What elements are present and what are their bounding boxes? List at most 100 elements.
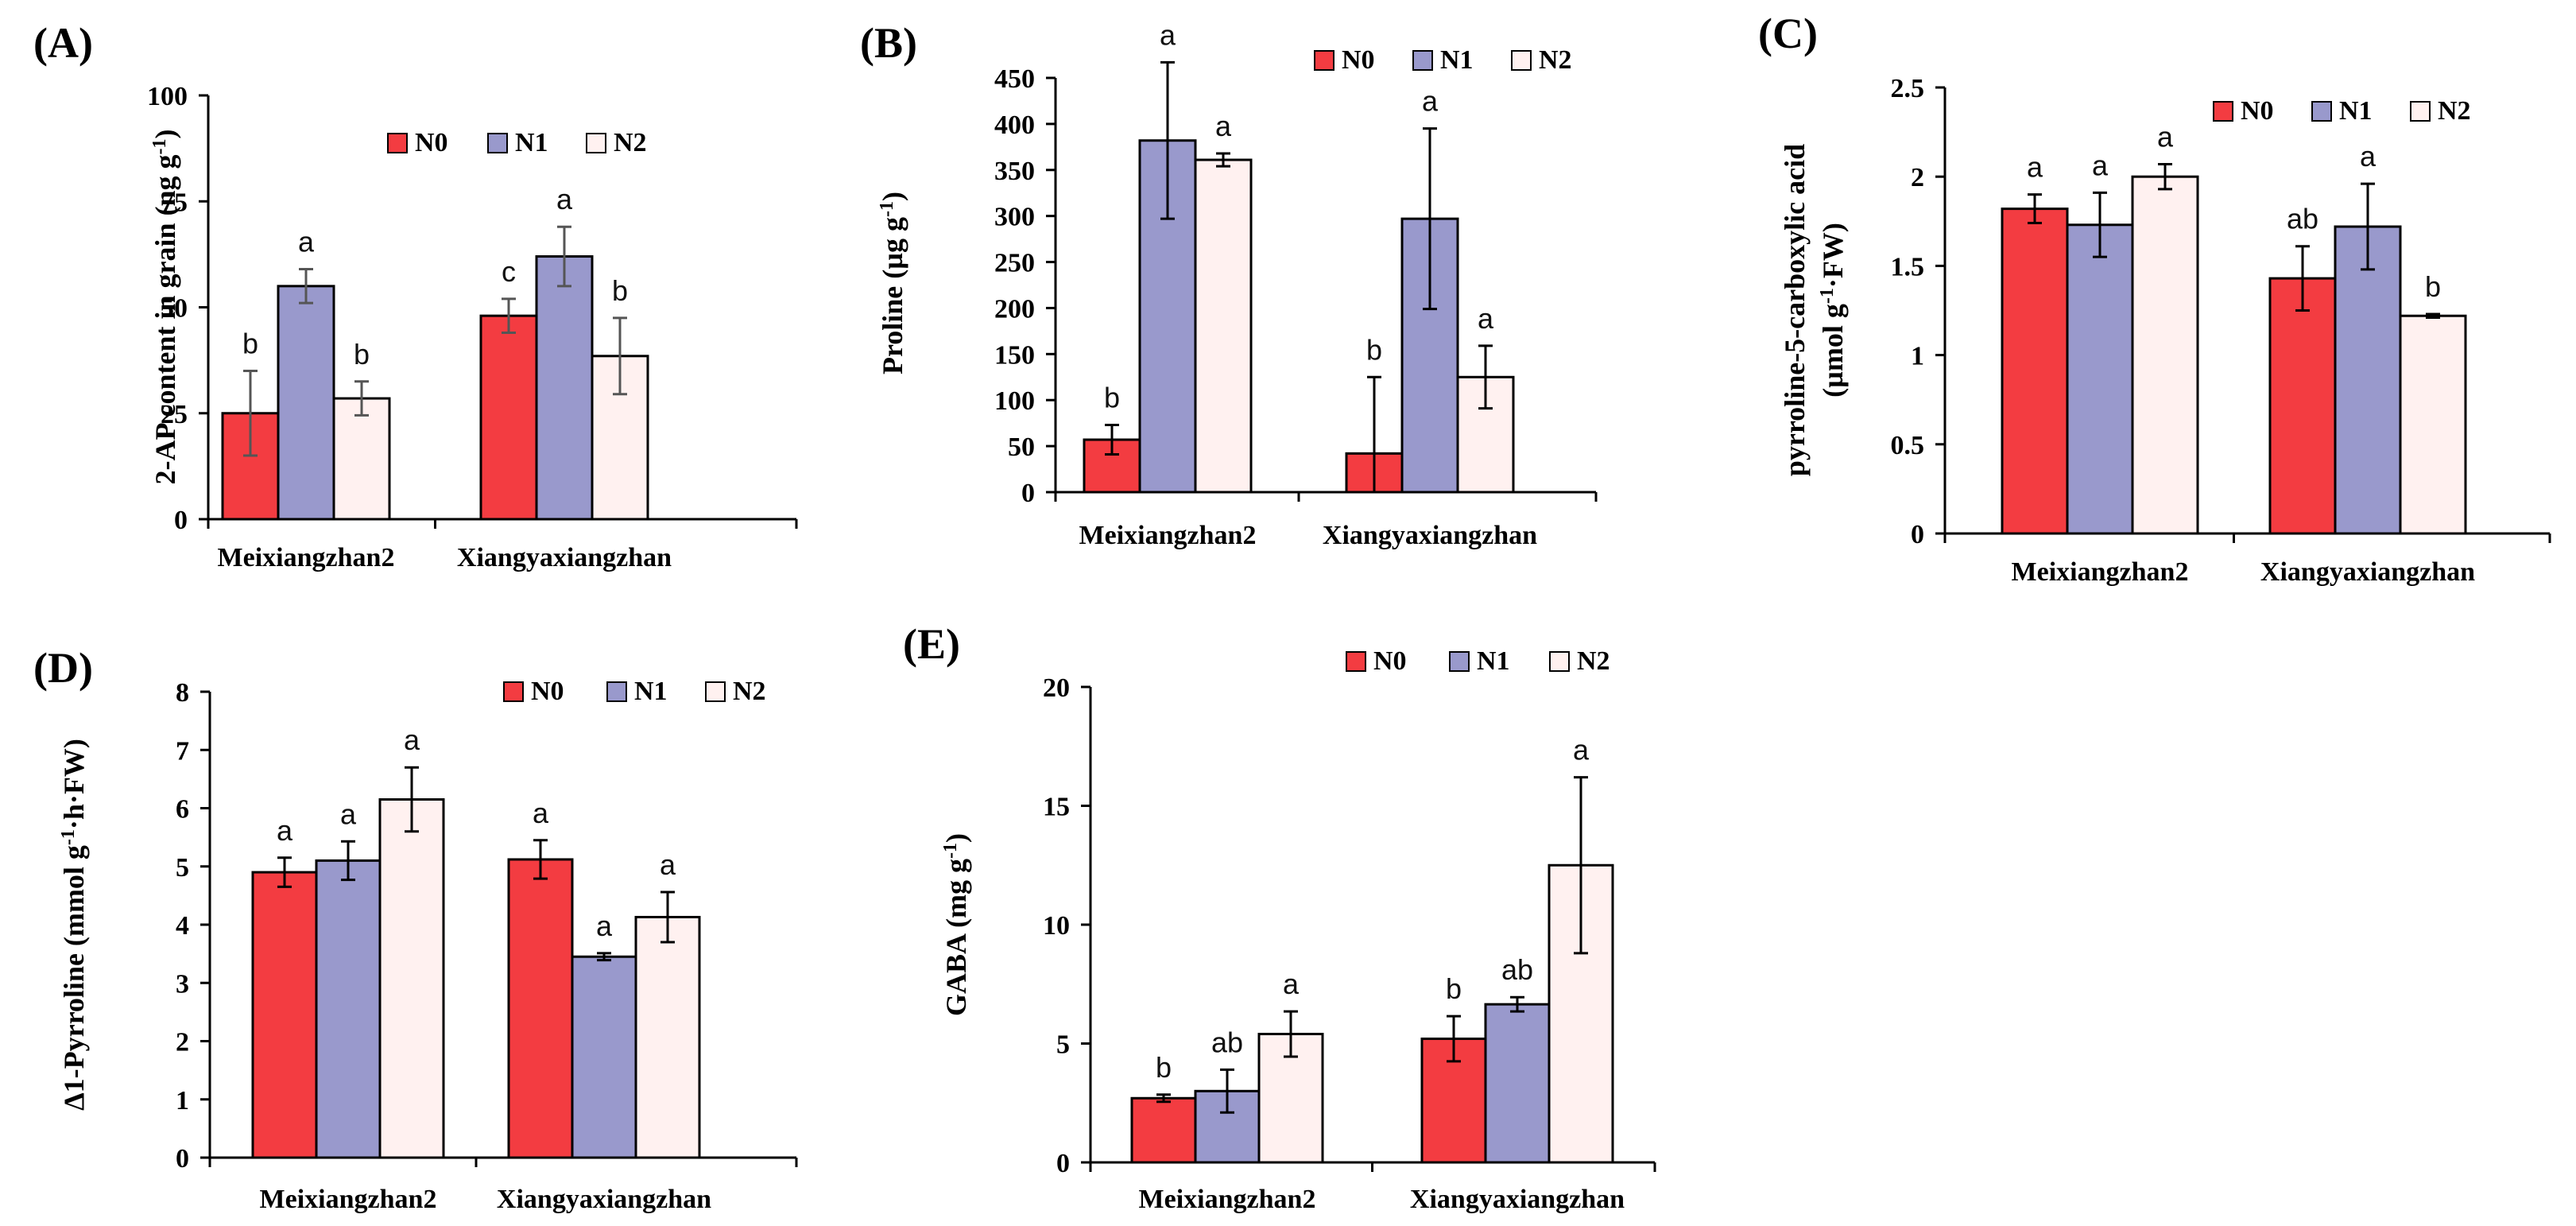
chart-panel-e: (E) 0 5 10 15 20 Meixiangzhan2 Xiangyaxiangzhan…	[903, 620, 1656, 1214]
y-tick-label: 7	[176, 736, 189, 766]
error-bar	[2028, 193, 2042, 225]
x-category-label: Xiangyaxiangzhan	[2260, 557, 2475, 587]
y-tick-label: 1.5	[1891, 252, 1925, 281]
bar-n0-meixiangzhan2[interactable]	[1130, 1096, 1197, 1164]
bar-n2-meixiangzhan2[interactable]	[378, 798, 445, 1159]
significance-letter: b	[1156, 1051, 1172, 1084]
legend-label-n0: N0	[531, 677, 564, 706]
y-axis-title: GABA (mg g-1)	[940, 833, 972, 1016]
panel-label: (B)	[860, 19, 917, 67]
bar-n2-meixiangzhan2[interactable]	[332, 397, 391, 521]
y-tick-label: 4	[176, 911, 189, 941]
y-tick-label: 150	[994, 340, 1035, 370]
error-bar	[299, 268, 313, 305]
error-bar	[533, 839, 548, 880]
bar-n1-meixiangzhan2[interactable]	[2066, 223, 2134, 535]
bar-n2-meixiangzhan2[interactable]	[1194, 158, 1253, 494]
panel-label: (E)	[903, 620, 960, 668]
bar-n0-meixiangzhan2[interactable]	[251, 871, 318, 1159]
error-bar	[1510, 995, 1524, 1013]
y-tick-label: 10	[1043, 911, 1070, 941]
bar-n1-xiangyaxiangzhan[interactable]	[1484, 1003, 1551, 1164]
y-tick-label: 2.5	[1891, 74, 1925, 103]
error-bar	[1367, 375, 1381, 494]
x-category-label: Xiangyaxiangzhan	[1323, 521, 1537, 550]
error-bar	[1423, 127, 1437, 311]
x-category-label: Xiangyaxiangzhan	[497, 1185, 711, 1214]
y-tick-label: 0	[1021, 479, 1035, 508]
significance-letter: b	[1104, 381, 1120, 413]
y-axis-title: Δ1-Pyrroline (mmol g-1·h·FW)	[58, 739, 90, 1111]
bar-n0-xiangyaxiangzhan[interactable]	[479, 314, 538, 521]
bar-n1-meixiangzhan2[interactable]	[315, 859, 382, 1159]
legend-swatch-n2	[2410, 101, 2431, 122]
bar-n1-xiangyaxiangzhan[interactable]	[535, 255, 594, 521]
error-bar	[1447, 1015, 1461, 1063]
bar-n1-meixiangzhan2[interactable]	[277, 285, 335, 521]
bar-n2-meixiangzhan2[interactable]	[2131, 175, 2199, 535]
error-bar	[2295, 245, 2310, 312]
error-bar	[405, 766, 419, 833]
significance-letter: a	[2027, 151, 2043, 184]
bar-n0-xiangyaxiangzhan[interactable]	[507, 858, 574, 1159]
bar-n2-xiangyaxiangzhan[interactable]	[2399, 314, 2467, 535]
error-bar	[597, 952, 611, 962]
y-axis-title: pyrroline-5-carboxylic acid	[1779, 144, 1811, 476]
y-tick-label: 6	[176, 795, 189, 824]
y-tick-label: 250	[994, 249, 1035, 278]
legend-swatch-n2	[705, 681, 726, 702]
x-category-label: Meixiangzhan2	[260, 1185, 437, 1214]
y-tick-label: 2	[1911, 163, 1924, 192]
y-tick-label: 350	[994, 157, 1035, 186]
bar-n1-xiangyaxiangzhan[interactable]	[571, 955, 637, 1159]
y-tick-label: 100	[147, 82, 188, 111]
bar-n0-meixiangzhan2[interactable]	[2001, 208, 2069, 535]
legend-label-n1: N1	[515, 128, 548, 157]
x-category-label: Meixiangzhan2	[218, 543, 395, 572]
error-bar	[613, 316, 627, 396]
legend-label-n2: N2	[614, 128, 647, 157]
error-bar	[1478, 344, 1493, 410]
x-category-label: Meixiangzhan2	[1079, 521, 1257, 550]
y-tick-label: 0.5	[1891, 431, 1925, 460]
legend-swatch-n0	[503, 681, 524, 702]
significance-letter: b	[2425, 270, 2441, 303]
legend-label-n0: N0	[1342, 45, 1375, 75]
legend-swatch-n1	[487, 133, 508, 153]
error-bar	[2158, 162, 2172, 191]
significance-letter: a	[2360, 140, 2377, 173]
chart-panel-a: (A) 0 25 50 75 100 Meixiangzhan2 Xiangyaxiangzh…	[33, 19, 798, 572]
bar-n0-xiangyaxiangzhan[interactable]	[2268, 277, 2337, 535]
legend-label-n2: N2	[1577, 646, 1610, 676]
error-bar	[660, 890, 675, 944]
panel-label: (A)	[33, 19, 93, 67]
y-tick-label: 3	[176, 969, 189, 999]
error-bar	[2093, 191, 2107, 258]
legend-swatch-n2	[586, 133, 606, 153]
significance-letter: a	[1283, 968, 1300, 1000]
legend-swatch-n0	[2213, 101, 2233, 122]
significance-letter: ab	[1501, 953, 1533, 986]
significance-letter: b	[354, 338, 370, 371]
legend-swatch-n0	[1314, 50, 1334, 71]
legend-swatch-n0	[1346, 651, 1366, 672]
legend-label-n2: N2	[733, 677, 766, 706]
error-bar	[243, 369, 258, 457]
chart-panel-c: (C) 0 0.5 1 1.5 2 2.5 Meixiangzhan2 Xiangyaxiang…	[1758, 10, 2551, 587]
chart-panel-b: (B) 0 50 100 150 200 250 300 350 400 450 Meixiangzh…	[860, 18, 1598, 550]
significance-letter: a	[660, 848, 676, 881]
legend-label-n2: N2	[1539, 45, 1572, 75]
y-tick-label: 0	[174, 506, 188, 535]
legend-label-n0: N0	[415, 128, 448, 157]
y-tick-label: 50	[161, 294, 188, 324]
significance-letter: a	[556, 183, 573, 215]
bar-n1-xiangyaxiangzhan[interactable]	[2334, 225, 2402, 535]
y-tick-label: 100	[994, 386, 1035, 416]
error-bar	[1220, 1068, 1234, 1114]
y-tick-label: 15	[1043, 793, 1070, 822]
significance-letter: c	[502, 255, 516, 288]
error-bar	[1216, 152, 1230, 168]
y-tick-label: 20	[1043, 673, 1070, 703]
bar-n2-xiangyaxiangzhan[interactable]	[634, 915, 701, 1159]
